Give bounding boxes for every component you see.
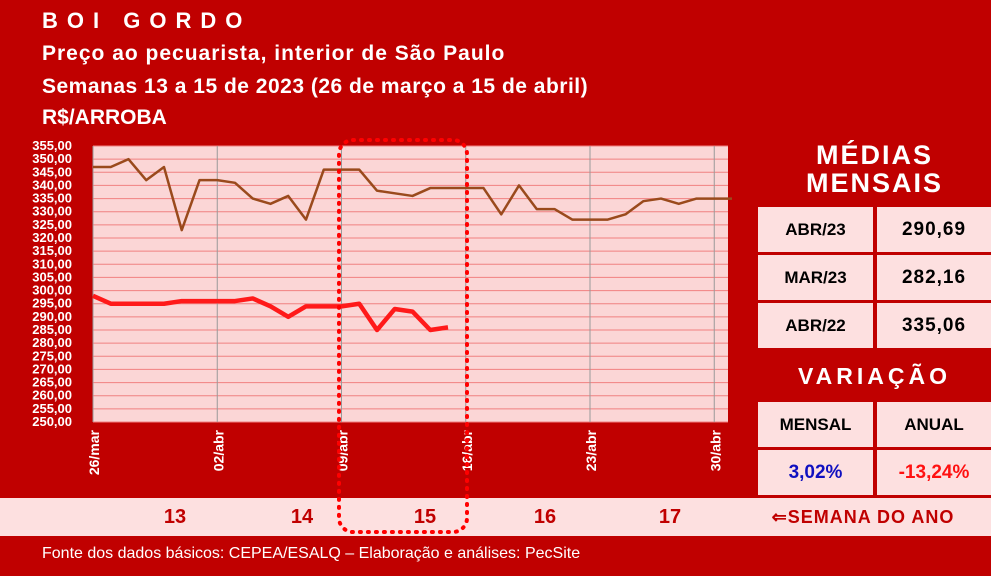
variation-value: 3,02% [758,450,873,495]
y-tick-label: 260,00 [32,388,72,403]
subtitle: Preço ao pecuarista, interior de São Pau… [42,42,506,65]
average-value: 335,06 [877,303,991,348]
average-label: ABR/22 [758,303,873,348]
y-tick-label: 300,00 [32,283,72,298]
plot-area [93,146,728,422]
chart: 250,00255,00260,00265,00270,00275,00280,… [32,138,732,475]
x-tick-label: 09/abr [335,429,351,471]
x-tick-label: 02/abr [210,429,226,471]
average-label: MAR/23 [758,255,873,300]
y-tick-label: 310,00 [32,256,72,271]
y-tick-label: 265,00 [32,375,72,390]
y-tick-label: 285,00 [32,322,72,337]
y-tick-label: 335,00 [32,191,72,206]
y-tick-label: 320,00 [32,230,72,245]
y-tick-label: 315,00 [32,243,72,258]
week-number: 16 [533,505,557,528]
period: Semanas 13 a 15 de 2023 (26 de março a 1… [42,75,589,98]
week-number: 15 [413,505,437,528]
x-tick-label: 30/abr [707,429,723,471]
y-tick-label: 330,00 [32,204,72,219]
y-tick-label: 355,00 [32,138,72,153]
y-tick-label: 280,00 [32,335,72,350]
y-tick-label: 255,00 [32,401,72,416]
unit: R$/ARROBA [42,106,167,129]
variation-header: MENSAL [758,402,873,447]
average-label: ABR/23 [758,207,873,252]
y-tick-label: 275,00 [32,348,72,363]
average-value: 282,16 [877,255,991,300]
y-tick-label: 305,00 [32,269,72,284]
y-tick-label: 325,00 [32,217,72,232]
x-tick-label: 16/abr [459,429,475,471]
variation-value: -13,24% [877,450,991,495]
week-number: 14 [290,505,314,528]
y-tick-label: 295,00 [32,296,72,311]
week-row [0,498,991,536]
x-tick-label: 26/mar [86,429,102,475]
y-tick-label: 340,00 [32,177,72,192]
week-label: ⇐SEMANA DO ANO [771,506,955,527]
y-tick-label: 345,00 [32,164,72,179]
title: BOI GORDO [42,8,252,33]
y-tick-label: 250,00 [32,414,72,429]
average-value: 290,69 [877,207,991,252]
week-number: 17 [658,505,682,528]
week-number: 13 [163,505,187,528]
variation-title: VARIAÇÃO [798,362,951,389]
averages-title: MÉDIAS MENSAIS [758,135,991,203]
y-tick-label: 350,00 [32,151,72,166]
x-tick-label: 23/abr [583,429,599,471]
footer: Fonte dos dados básicos: CEPEA/ESALQ – E… [42,545,581,562]
variation-header: ANUAL [877,402,991,447]
y-tick-label: 270,00 [32,361,72,376]
y-tick-label: 290,00 [32,309,72,324]
